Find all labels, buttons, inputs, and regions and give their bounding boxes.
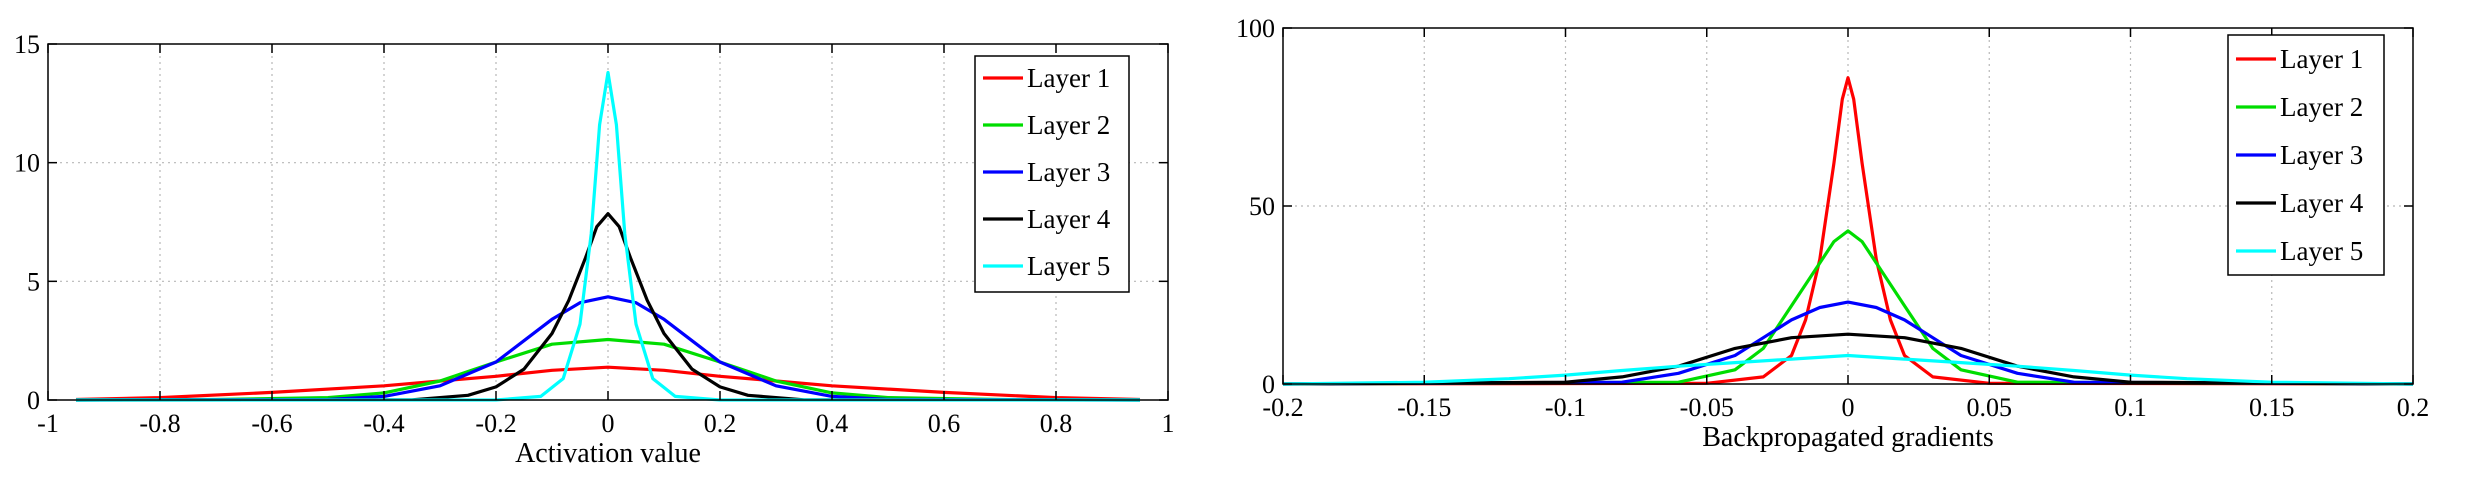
series-line-layer-3 xyxy=(75,295,1141,402)
legend-label: Layer 2 xyxy=(1027,110,1110,140)
y-tick-label: 5 xyxy=(27,267,40,296)
legend-label: Layer 2 xyxy=(2280,92,2363,122)
legend-label: Layer 5 xyxy=(2280,236,2363,266)
y-tick-label: 0 xyxy=(1262,370,1275,399)
legend-label: Layer 4 xyxy=(2280,188,2364,218)
series-line-layer-3 xyxy=(1282,300,2414,386)
activation-histogram-chart: -1 -0.8 -0.6 -0.4 -0.2 0 0.2 0.4 0.6 0.8 1051015Ac… xyxy=(14,30,1175,469)
x-tick-label: 0 xyxy=(602,409,615,438)
x-tick-label: -1 xyxy=(37,409,59,438)
legend-label: Layer 1 xyxy=(2280,44,2363,74)
x-axis-label: Backpropagated gradients xyxy=(1702,422,1994,453)
series-line-layer-5 xyxy=(1282,353,2414,386)
legend-box xyxy=(2227,34,2385,276)
legend-label: Layer 3 xyxy=(1027,157,1110,187)
gradient-histogram-chart: -0.2 -0.15 -0.1 -0.05 0 0.05 0.1 0.15 0.2 0 50 100 B… xyxy=(1236,14,2429,453)
x-tick-label: -0.05 xyxy=(1680,393,1734,422)
series-line-layer-4 xyxy=(75,212,1141,402)
series-line-layer-2 xyxy=(75,337,1141,402)
x-tick-label: -0.4 xyxy=(363,409,404,438)
x-tick-label: 0.1 xyxy=(2114,393,2147,422)
y-tick-label: 10 xyxy=(14,149,40,178)
series-line-layer-1 xyxy=(1282,76,2414,386)
x-tick-label: 0.8 xyxy=(1040,409,1073,438)
x-tick-label: -0.8 xyxy=(139,409,180,438)
x-tick-label: 0.2 xyxy=(704,409,737,438)
x-tick-label: -0.2 xyxy=(1262,393,1303,422)
x-tick-label: -0.6 xyxy=(251,409,292,438)
y-tick-label: 15 xyxy=(14,30,40,59)
y-tick-label: 0 xyxy=(27,386,40,415)
x-tick-label: -0.15 xyxy=(1397,393,1451,422)
series-line-layer-1 xyxy=(75,365,1141,402)
x-tick-label: 0.15 xyxy=(2249,393,2295,422)
x-tick-label: 0.05 xyxy=(1967,393,2013,422)
legend-label: Layer 3 xyxy=(2280,140,2363,170)
x-tick-label: 1 xyxy=(1162,409,1175,438)
series-line-layer-4 xyxy=(1282,332,2414,386)
legend-box xyxy=(974,55,1130,293)
legend: Layer 1 Layer 2 Layer 3 Layer 4 Layer 5 xyxy=(974,55,1130,293)
x-tick-label: 0.6 xyxy=(928,409,961,438)
x-axis-label: Activation value xyxy=(515,438,701,469)
legend: Layer 1 Layer 2 Layer 3 Layer 4 Layer 5 xyxy=(2227,34,2385,276)
x-tick-label: -0.1 xyxy=(1545,393,1586,422)
y-tick-label: 50 xyxy=(1249,192,1275,221)
legend-label: Layer 1 xyxy=(1027,63,1110,93)
x-tick-label: 0 xyxy=(1842,393,1855,422)
y-tick-label: 100 xyxy=(1236,14,1275,43)
x-tick-label: -0.2 xyxy=(475,409,516,438)
legend-label: Layer 5 xyxy=(1027,251,1110,281)
x-tick-label: 0.4 xyxy=(816,409,849,438)
x-tick-label: 0.2 xyxy=(2397,393,2430,422)
legend-label: Layer 4 xyxy=(1027,204,1111,234)
series-line-layer-5 xyxy=(76,70,1140,402)
